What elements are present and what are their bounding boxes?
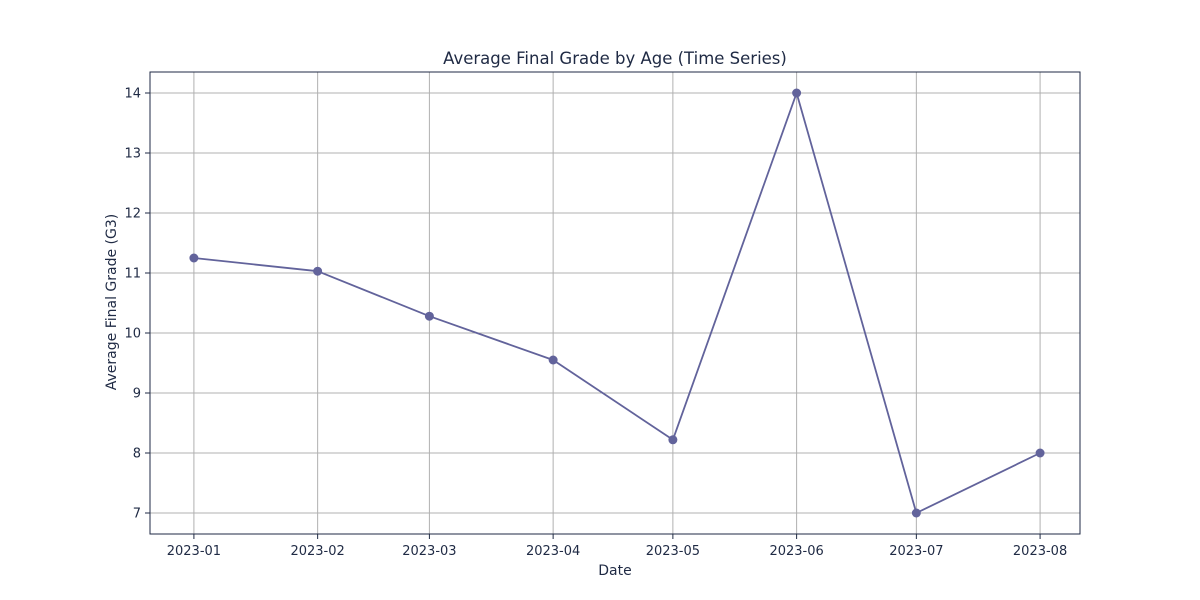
x-tick-label: 2023-08	[1013, 544, 1067, 559]
tick-layer: 2023-01 2023-02 2023-03 2023-04 2023-05 2023-…	[124, 87, 1067, 560]
series-layer	[189, 88, 1045, 518]
x-tick-label: 2023-01	[167, 544, 221, 559]
y-axis-title: Average Final Grade (G3)	[104, 214, 120, 390]
plot-frame	[149, 71, 1081, 535]
x-tick-label: 2023-07	[889, 544, 943, 559]
chart-title: Average Final Grade by Age (Time Series)	[443, 49, 787, 68]
x-axis-title: Date	[598, 563, 631, 579]
data-point	[548, 355, 558, 365]
y-tick-label: 7	[133, 507, 141, 522]
x-tick-label: 2023-04	[526, 544, 580, 559]
y-tick-label: 12	[124, 207, 141, 222]
data-point	[424, 311, 434, 321]
data-point	[313, 266, 323, 276]
y-tick-label: 8	[133, 447, 141, 462]
data-point	[668, 435, 678, 445]
data-point	[1035, 448, 1045, 458]
y-tick-label: 10	[124, 327, 141, 342]
y-tick-label: 13	[124, 147, 141, 162]
x-tick-label: 2023-06	[769, 544, 823, 559]
data-point	[792, 88, 802, 98]
x-tick-label: 2023-02	[290, 544, 344, 559]
gridlines	[150, 72, 1080, 534]
x-tick-label: 2023-05	[646, 544, 700, 559]
y-tick-label: 14	[124, 87, 141, 102]
data-point	[911, 508, 921, 518]
data-point	[189, 253, 199, 263]
y-tick-label: 9	[133, 387, 141, 402]
series-line	[193, 92, 1041, 514]
y-tick-label: 11	[124, 267, 141, 282]
x-tick-label: 2023-03	[402, 544, 456, 559]
